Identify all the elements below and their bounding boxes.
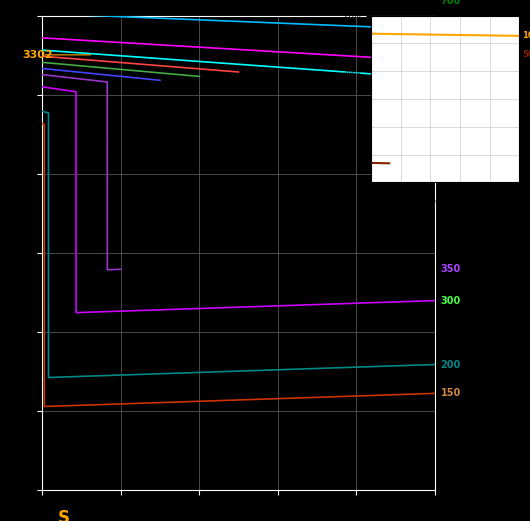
Text: 425: 425 [440, 67, 461, 77]
Text: 700: 700 [440, 0, 461, 6]
Text: 300: 300 [440, 295, 461, 306]
Text: 3302: 3302 [23, 50, 54, 60]
Text: 500: 500 [440, 56, 461, 66]
Text: 200: 200 [440, 359, 461, 369]
Text: 375: 375 [440, 76, 461, 85]
Text: 150: 150 [440, 388, 461, 399]
Text: 350: 350 [440, 264, 461, 274]
Text: 400: 400 [440, 71, 461, 81]
Text: 600: 600 [440, 24, 461, 34]
Text: S: S [58, 508, 70, 521]
X-axis label: Pressure (bars): Pressure (bars) [421, 200, 469, 204]
Text: 50: 50 [523, 50, 530, 59]
Text: 450: 450 [440, 73, 461, 83]
Text: 100: 100 [523, 31, 530, 40]
